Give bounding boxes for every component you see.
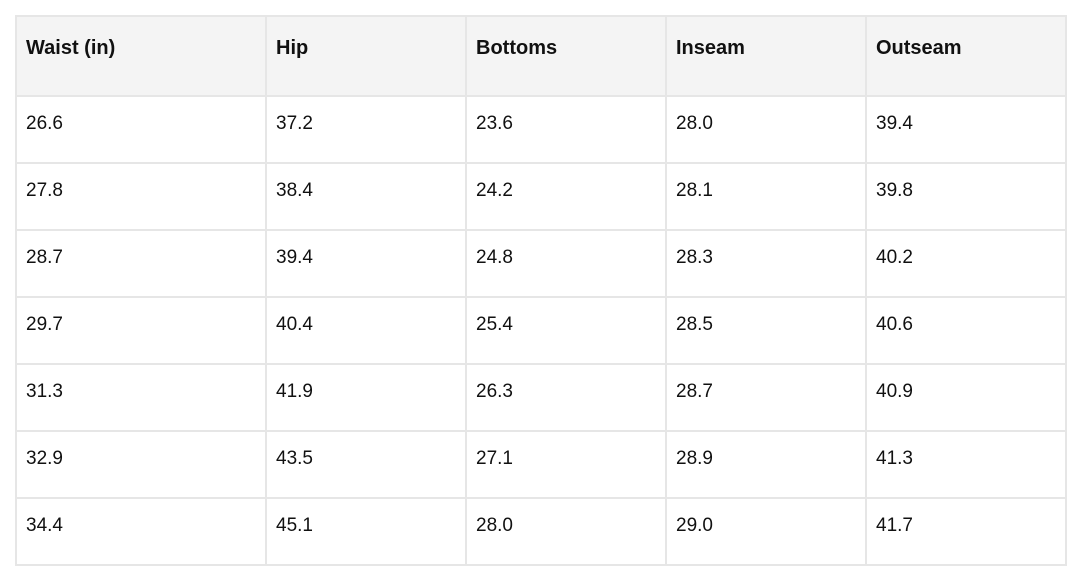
- header-label: Hip: [276, 37, 309, 59]
- table-cell: 28.1: [665, 162, 867, 231]
- header-label: Outseam: [876, 37, 962, 59]
- cell-value: 41.3: [876, 448, 913, 469]
- cell-value: 27.1: [476, 448, 513, 469]
- table-row: 26.6 37.2 23.6 28.0 39.4: [15, 95, 1067, 164]
- table-cell: 24.8: [465, 229, 667, 298]
- cell-value: 32.9: [26, 448, 63, 469]
- table-row: 34.4 45.1 28.0 29.0 41.7: [15, 497, 1067, 566]
- table-cell: 28.7: [665, 363, 867, 432]
- table-cell: 23.6: [465, 95, 667, 164]
- table-cell: 38.4: [265, 162, 467, 231]
- cell-value: 39.8: [876, 180, 913, 201]
- cell-value: 38.4: [276, 180, 313, 201]
- cell-value: 26.6: [26, 113, 63, 134]
- header-waist: Waist (in): [15, 15, 267, 97]
- table-cell: 39.4: [865, 95, 1067, 164]
- table-cell: 43.5: [265, 430, 467, 499]
- cell-value: 37.2: [276, 113, 313, 134]
- table-cell: 29.0: [665, 497, 867, 566]
- cell-value: 28.0: [676, 113, 713, 134]
- cell-value: 28.1: [676, 180, 713, 201]
- table-cell: 28.9: [665, 430, 867, 499]
- cell-value: 25.4: [476, 314, 513, 335]
- table-cell: 39.8: [865, 162, 1067, 231]
- header-outseam: Outseam: [865, 15, 1067, 97]
- cell-value: 28.7: [26, 247, 63, 268]
- table-cell: 28.0: [465, 497, 667, 566]
- header-hip: Hip: [265, 15, 467, 97]
- cell-value: 43.5: [276, 448, 313, 469]
- header-label: Bottoms: [476, 37, 558, 59]
- cell-value: 45.1: [276, 515, 313, 536]
- table-cell: 27.8: [15, 162, 267, 231]
- cell-value: 28.7: [676, 381, 713, 402]
- table-cell: 28.3: [665, 229, 867, 298]
- cell-value: 40.2: [876, 247, 913, 268]
- header-label: Inseam: [676, 37, 745, 59]
- table-cell: 26.6: [15, 95, 267, 164]
- table-cell: 39.4: [265, 229, 467, 298]
- cell-value: 29.7: [26, 314, 63, 335]
- header-row: Waist (in) Hip Bottoms Inseam Outseam: [15, 15, 1067, 97]
- size-table: Waist (in) Hip Bottoms Inseam Outseam 26…: [15, 15, 1067, 566]
- cell-value: 27.8: [26, 180, 63, 201]
- table-cell: 40.9: [865, 363, 1067, 432]
- table-cell: 26.3: [465, 363, 667, 432]
- table-cell: 28.0: [665, 95, 867, 164]
- size-chart: Waist (in) Hip Bottoms Inseam Outseam 26…: [15, 15, 1067, 566]
- table-cell: 24.2: [465, 162, 667, 231]
- table-cell: 31.3: [15, 363, 267, 432]
- table-cell: 25.4: [465, 296, 667, 365]
- table-cell: 40.2: [865, 229, 1067, 298]
- table-row: 29.7 40.4 25.4 28.5 40.6: [15, 296, 1067, 365]
- table-cell: 28.7: [15, 229, 267, 298]
- table-cell: 29.7: [15, 296, 267, 365]
- header-bottoms: Bottoms: [465, 15, 667, 97]
- table-row: 27.8 38.4 24.2 28.1 39.8: [15, 162, 1067, 231]
- table-cell: 28.5: [665, 296, 867, 365]
- cell-value: 23.6: [476, 113, 513, 134]
- cell-value: 28.5: [676, 314, 713, 335]
- table-cell: 41.7: [865, 497, 1067, 566]
- cell-value: 34.4: [26, 515, 63, 536]
- table-cell: 40.4: [265, 296, 467, 365]
- table-cell: 27.1: [465, 430, 667, 499]
- header-inseam: Inseam: [665, 15, 867, 97]
- cell-value: 40.9: [876, 381, 913, 402]
- table-cell: 41.9: [265, 363, 467, 432]
- table-body: 26.6 37.2 23.6 28.0 39.4 27.8 38.4 24.2 …: [15, 95, 1067, 566]
- cell-value: 28.3: [676, 247, 713, 268]
- table-cell: 37.2: [265, 95, 467, 164]
- table-cell: 32.9: [15, 430, 267, 499]
- cell-value: 24.2: [476, 180, 513, 201]
- cell-value: 26.3: [476, 381, 513, 402]
- cell-value: 40.4: [276, 314, 313, 335]
- cell-value: 39.4: [876, 113, 913, 134]
- cell-value: 40.6: [876, 314, 913, 335]
- table-row: 32.9 43.5 27.1 28.9 41.3: [15, 430, 1067, 499]
- cell-value: 39.4: [276, 247, 313, 268]
- table-cell: 40.6: [865, 296, 1067, 365]
- cell-value: 31.3: [26, 381, 63, 402]
- table-header: Waist (in) Hip Bottoms Inseam Outseam: [15, 15, 1067, 97]
- cell-value: 28.0: [476, 515, 513, 536]
- table-cell: 41.3: [865, 430, 1067, 499]
- table-row: 28.7 39.4 24.8 28.3 40.2: [15, 229, 1067, 298]
- cell-value: 24.8: [476, 247, 513, 268]
- table-cell: 45.1: [265, 497, 467, 566]
- header-label: Waist (in): [26, 37, 116, 59]
- cell-value: 41.7: [876, 515, 913, 536]
- cell-value: 41.9: [276, 381, 313, 402]
- cell-value: 28.9: [676, 448, 713, 469]
- cell-value: 29.0: [676, 515, 713, 536]
- table-cell: 34.4: [15, 497, 267, 566]
- table-row: 31.3 41.9 26.3 28.7 40.9: [15, 363, 1067, 432]
